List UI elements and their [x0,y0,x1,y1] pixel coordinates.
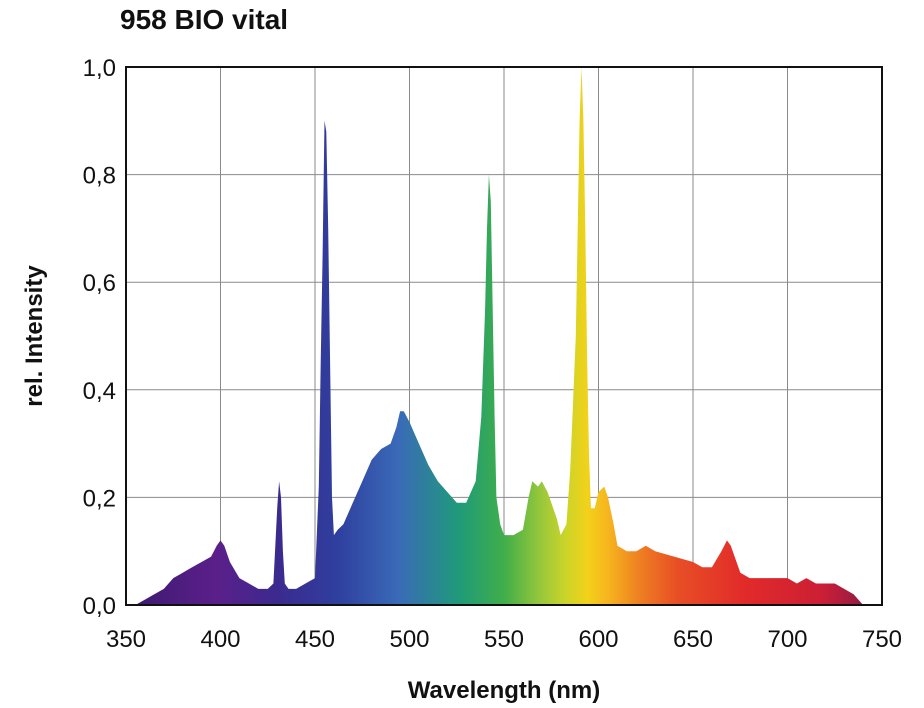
grid [126,67,882,605]
x-tick-label: 450 [295,626,335,653]
y-tick-label: 0,4 [83,378,116,405]
y-axis-title: rel. Intensity [21,265,48,407]
x-tick-label: 650 [673,626,713,653]
y-tick-label: 0,6 [83,270,116,297]
chart-title: 958 BIO vital [120,4,289,35]
spectrum-series-0 [126,67,864,605]
spectrum-area [126,67,864,605]
y-tick-label: 0,0 [83,593,116,620]
x-tick-label: 550 [484,626,524,653]
x-tick-label: 500 [389,626,429,653]
x-tick-label: 400 [200,626,240,653]
y-tick-label: 0,2 [83,485,116,512]
y-tick-label: 1,0 [83,55,116,82]
x-tick-label: 600 [578,626,618,653]
tick-labels: 350 400 450 500 550 600 650 700 750 0,0 0,2 0,4 0,6 0… [83,55,902,653]
x-axis-title: Wavelength (nm) [408,677,600,704]
x-tick-label: 350 [106,626,146,653]
x-tick-label: 750 [862,626,902,653]
y-tick-label: 0,8 [83,163,116,190]
x-tick-label: 700 [767,626,807,653]
plot-frame [125,66,883,606]
